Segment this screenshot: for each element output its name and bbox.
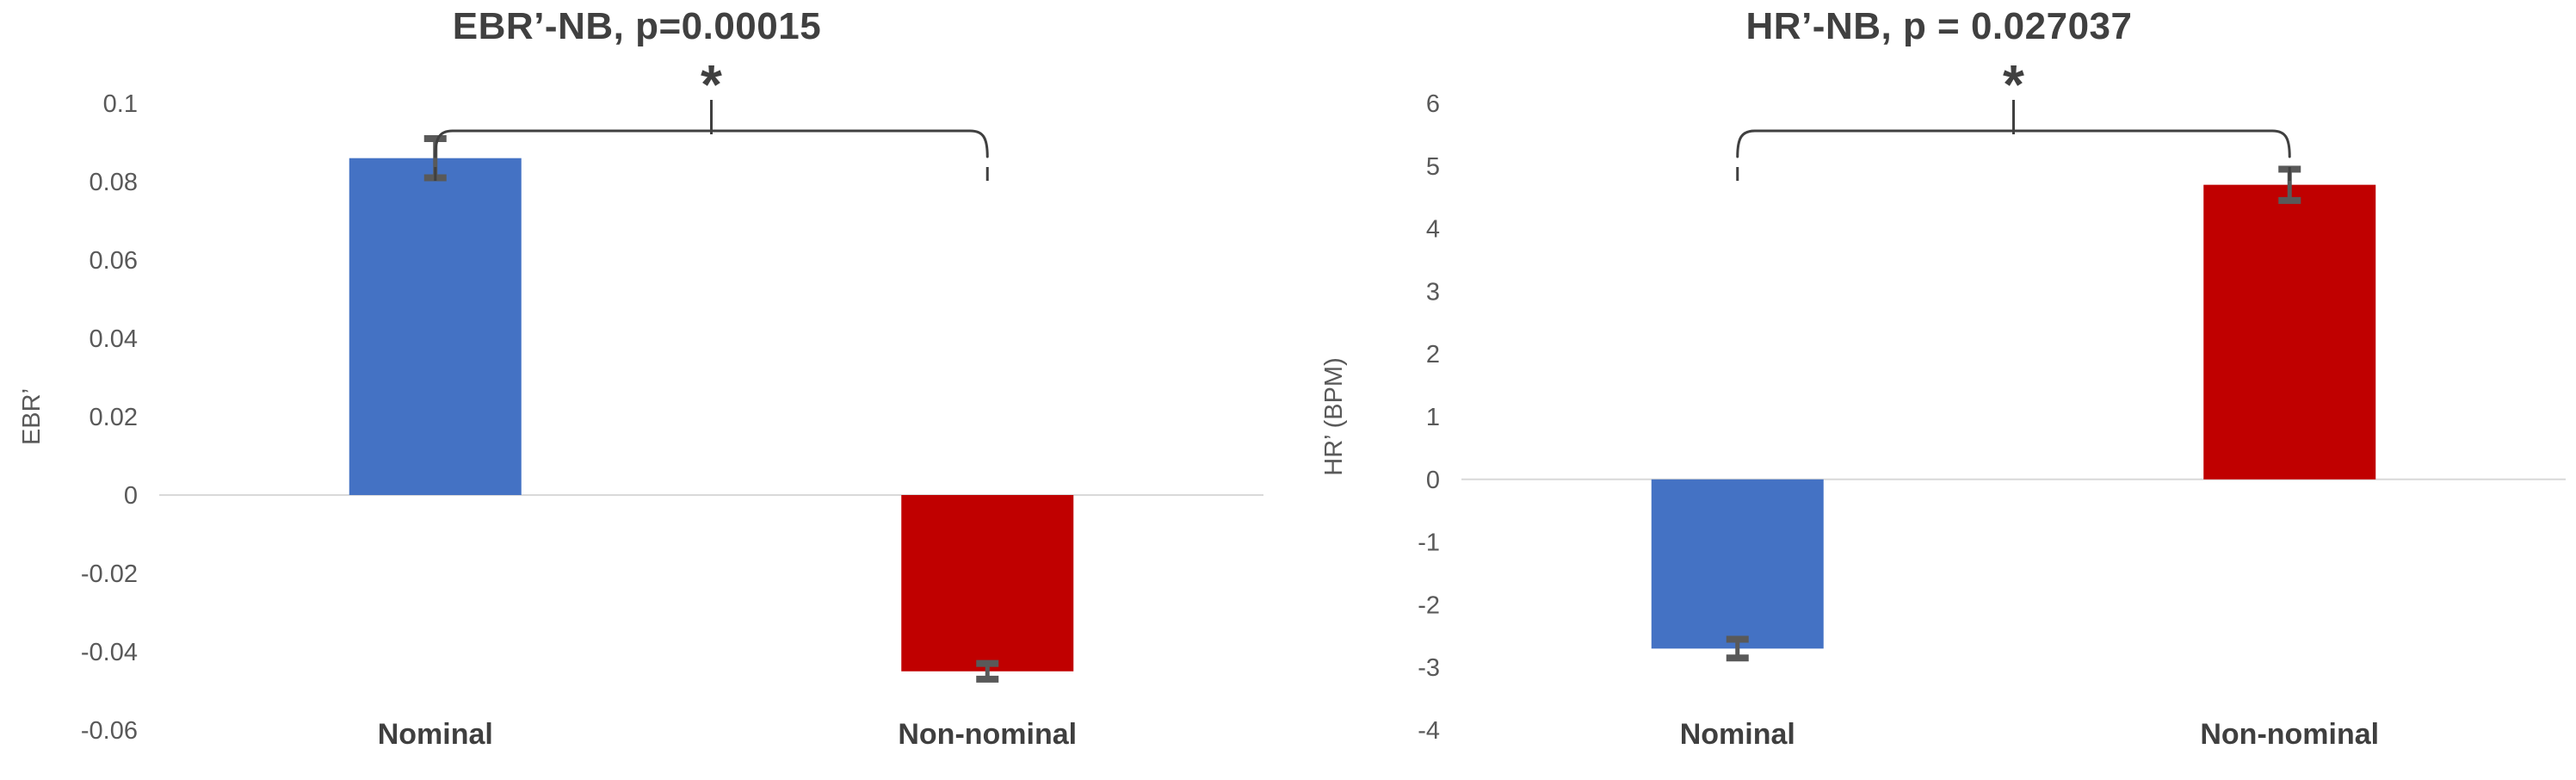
category-label: Non-nominal (898, 718, 1077, 751)
y-tick-label: 0.02 (90, 404, 138, 431)
significance-bracket (1736, 129, 2291, 158)
chart-title: HR’-NB, p = 0.027037 (1745, 5, 2133, 47)
y-tick-label: 0.1 (103, 90, 138, 118)
y-tick-label: 0 (1426, 467, 1440, 494)
y-axis-title: EBR’ (18, 388, 46, 445)
bar-non-nominal (2203, 184, 2376, 480)
y-tick-label: 6 (1426, 90, 1440, 118)
bar-non-nominal (901, 495, 1074, 672)
y-tick-label: 0.06 (90, 247, 138, 275)
bar-nominal (1651, 479, 1824, 649)
y-tick-label: -0.04 (81, 639, 138, 666)
y-tick-label: 2 (1426, 341, 1440, 368)
ebr-bar-plot: 0.1 0.08 0.06 0.04 0.02 0 -0.02 -0.04 -0.06 EBR’ N… (18, 53, 1263, 751)
y-axis-title: HR’ (BPM) (1320, 357, 1348, 475)
chart-title: EBR’-NB, p=0.00015 (452, 5, 822, 47)
y-tick-label: 4 (1426, 216, 1440, 244)
bar-nominal (349, 158, 522, 495)
hr-bar-plot: 6 5 4 3 2 1 0 -1 -2 -3 -4 HR’ (BPM) Nominal Non-nomin… (1320, 53, 2566, 751)
chart-hr-nb: HR’-NB, p = 0.027037 6 5 4 3 2 1 0 -1 -2 -3 -4 HR’ … (1302, 0, 2576, 780)
significance-asterisk: * (701, 53, 722, 115)
y-tick-label: -2 (1418, 591, 1440, 619)
y-tick-label: -4 (1418, 717, 1440, 745)
significance-bracket (434, 129, 989, 158)
significance-asterisk: * (2003, 53, 2024, 115)
y-tick-label: 5 (1426, 153, 1440, 181)
category-label: Nominal (1680, 718, 1795, 751)
y-tick-label: 0.04 (90, 325, 138, 353)
y-tick-label: 0 (124, 482, 138, 510)
y-tick-label: -0.06 (81, 717, 138, 745)
y-tick-label: -3 (1418, 654, 1440, 682)
chart-ebr-nb: EBR’-NB, p=0.00015 0.1 0.08 0.06 0.04 0.02 0 -… (0, 0, 1274, 780)
category-label: Non-nominal (2200, 718, 2379, 751)
y-tick-label: 1 (1426, 404, 1440, 431)
category-label: Nominal (378, 718, 493, 751)
y-tick-label: 0.08 (90, 169, 138, 196)
y-tick-label: -1 (1418, 529, 1440, 557)
y-tick-label: 3 (1426, 278, 1440, 306)
y-tick-label: -0.02 (81, 560, 138, 588)
